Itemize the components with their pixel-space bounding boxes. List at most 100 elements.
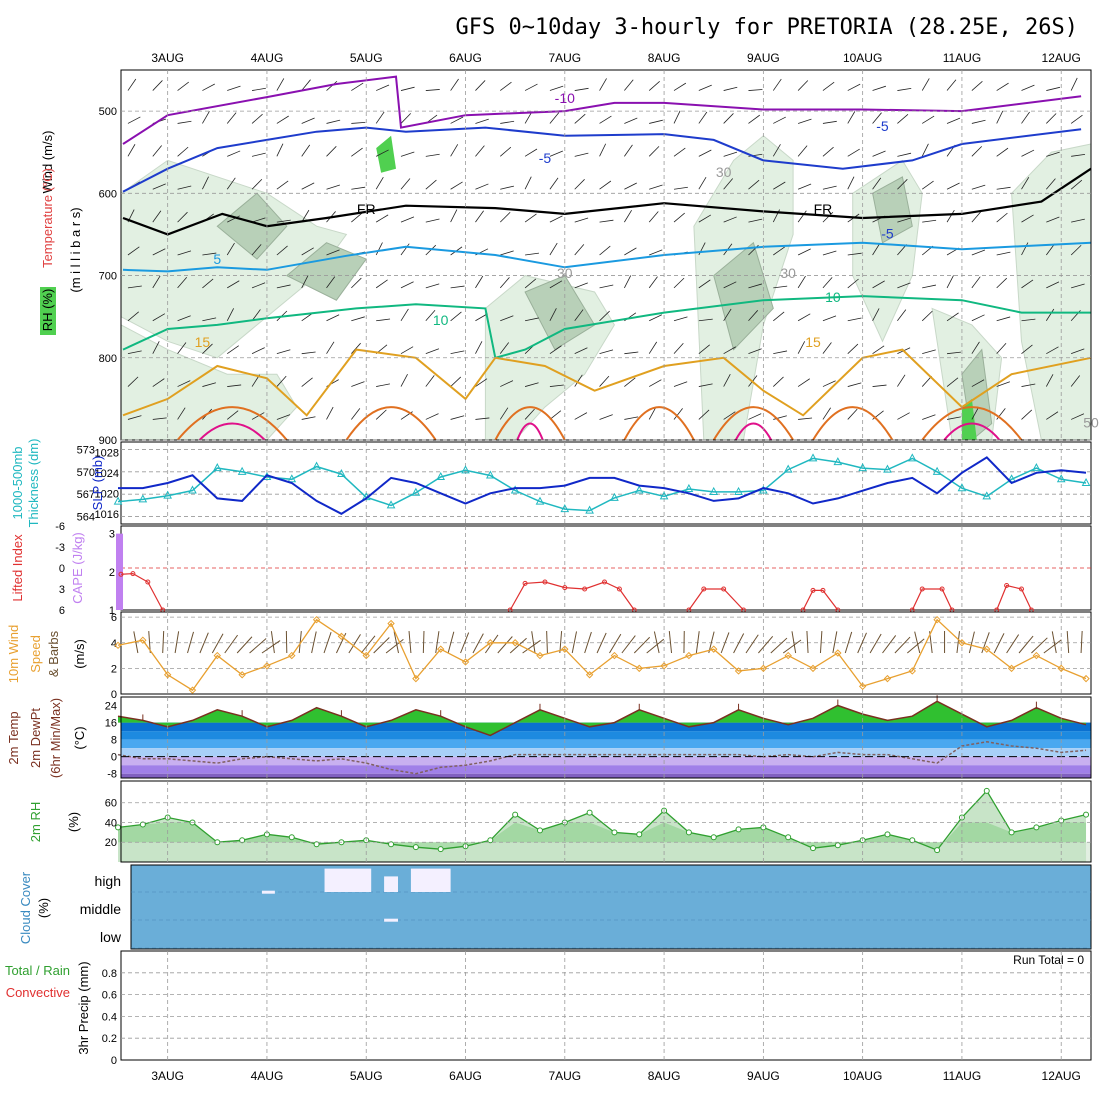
- wind-barb: [673, 147, 686, 157]
- wind10-barb: [894, 636, 911, 654]
- lifted-point: [919, 586, 925, 592]
- rh-point: [586, 809, 593, 816]
- wind-barb: [946, 182, 960, 190]
- wind-barb: [872, 410, 884, 420]
- lifted-point: [820, 587, 826, 593]
- lifted-point: [616, 586, 622, 592]
- wind-barb: [649, 249, 663, 256]
- rh-point: [139, 821, 146, 828]
- wind-barb: [897, 179, 908, 190]
- wind-barb: [872, 308, 880, 321]
- wind-barb: [127, 350, 142, 355]
- top-date-label: 6AUG: [449, 51, 482, 65]
- wind-barb: [251, 347, 265, 355]
- wind-barb: [400, 281, 414, 289]
- wind-barb: [599, 115, 612, 124]
- wind-barb: [921, 78, 930, 91]
- wind-barb: [822, 277, 833, 289]
- wind-barb: [326, 146, 337, 157]
- wind-barb: [698, 318, 713, 322]
- wind10-barb: [373, 637, 390, 654]
- wind10-barb: [393, 631, 399, 654]
- wind-barb: [773, 415, 787, 420]
- wind10-barb: [646, 638, 665, 654]
- wind-barb: [177, 250, 192, 256]
- wind-barb: [351, 212, 363, 223]
- contour-temp_-10: [122, 75, 1082, 145]
- wind-barb: [648, 341, 658, 354]
- contour-freezing_FR: [122, 167, 1092, 236]
- rh-point: [487, 837, 494, 844]
- wind-barb: [698, 177, 707, 190]
- cloud-block: [261, 890, 275, 894]
- wind-barb: [996, 186, 1011, 190]
- wind10-barb: [745, 634, 759, 654]
- wind-barb: [475, 341, 483, 354]
- wind-barb: [872, 242, 881, 256]
- wind-barb: [649, 314, 663, 322]
- top-date-label: 8AUG: [648, 51, 681, 65]
- temp-line: [117, 700, 1087, 737]
- contour-20: [623, 406, 695, 441]
- wind-barb: [773, 285, 788, 289]
- lifted-point: [721, 586, 727, 592]
- wind-barb: [1021, 84, 1035, 91]
- wind-barb: [127, 376, 139, 387]
- thickness-point: [436, 471, 446, 481]
- wind-barb: [500, 120, 515, 124]
- thickness-point: [833, 457, 843, 466]
- contour-label: -10: [555, 90, 575, 106]
- wind-barb: [499, 407, 509, 420]
- wind-barb: [1021, 214, 1034, 223]
- wind-barb: [525, 317, 539, 322]
- wind-speed-point: [635, 664, 643, 673]
- cape-ytick: 3: [109, 529, 115, 541]
- wind-barb: [897, 87, 912, 91]
- wind-barb: [425, 375, 435, 387]
- wind-barb: [202, 111, 210, 124]
- wind-barb: [996, 381, 1010, 387]
- rh-point: [1083, 811, 1090, 818]
- thickness-slp-panel: 573 570 567 564 1028 1024 1020 1016: [77, 441, 1092, 525]
- wind-barb: [549, 150, 563, 157]
- wind-barb: [326, 249, 340, 256]
- thickness-ytick-left: 564: [77, 512, 95, 524]
- wind-barb: [847, 252, 862, 256]
- precip-ytick: 0.6: [102, 990, 117, 1002]
- wind-barb: [301, 117, 315, 124]
- wind-barb: [375, 111, 385, 124]
- wind-barb: [549, 112, 560, 124]
- wind10-barb: [211, 633, 224, 654]
- precip-ytick: 0.4: [102, 1011, 117, 1023]
- bottom-date-label: 11AUG: [943, 1069, 981, 1083]
- wind-speed-point: [263, 662, 271, 670]
- wind-barb: [847, 176, 855, 190]
- wind-barb: [475, 118, 489, 124]
- wind-barb: [500, 81, 512, 91]
- rh-area-mid: [118, 822, 1087, 851]
- wind-barb: [450, 78, 459, 91]
- thickness-point: [783, 464, 793, 473]
- precip-ytick: 0.2: [102, 1033, 117, 1045]
- wind-barb: [648, 276, 658, 289]
- wind10-barb: [270, 631, 275, 654]
- wind-barb: [351, 316, 365, 322]
- rh-ytick: 20: [105, 837, 117, 849]
- wind-barb: [202, 317, 217, 322]
- wind-barb: [450, 116, 464, 124]
- wind-barb: [797, 275, 806, 289]
- wind-barb: [152, 210, 162, 223]
- thickness-point: [858, 463, 867, 472]
- wind-barb: [996, 277, 1008, 289]
- cloud-level-label: high: [95, 873, 121, 889]
- wind-barb: [251, 87, 266, 91]
- bottom-date-label: 3AUG: [151, 1069, 184, 1083]
- thickness-frame: [120, 441, 1092, 525]
- bottom-date-label: 9AUG: [747, 1069, 780, 1083]
- wind10-barb: [733, 633, 745, 654]
- wind10-barb: [668, 631, 673, 654]
- wind-barb: [922, 284, 937, 289]
- wind-barb: [425, 309, 436, 322]
- wind-barb: [574, 217, 589, 223]
- wind-barb: [326, 80, 338, 91]
